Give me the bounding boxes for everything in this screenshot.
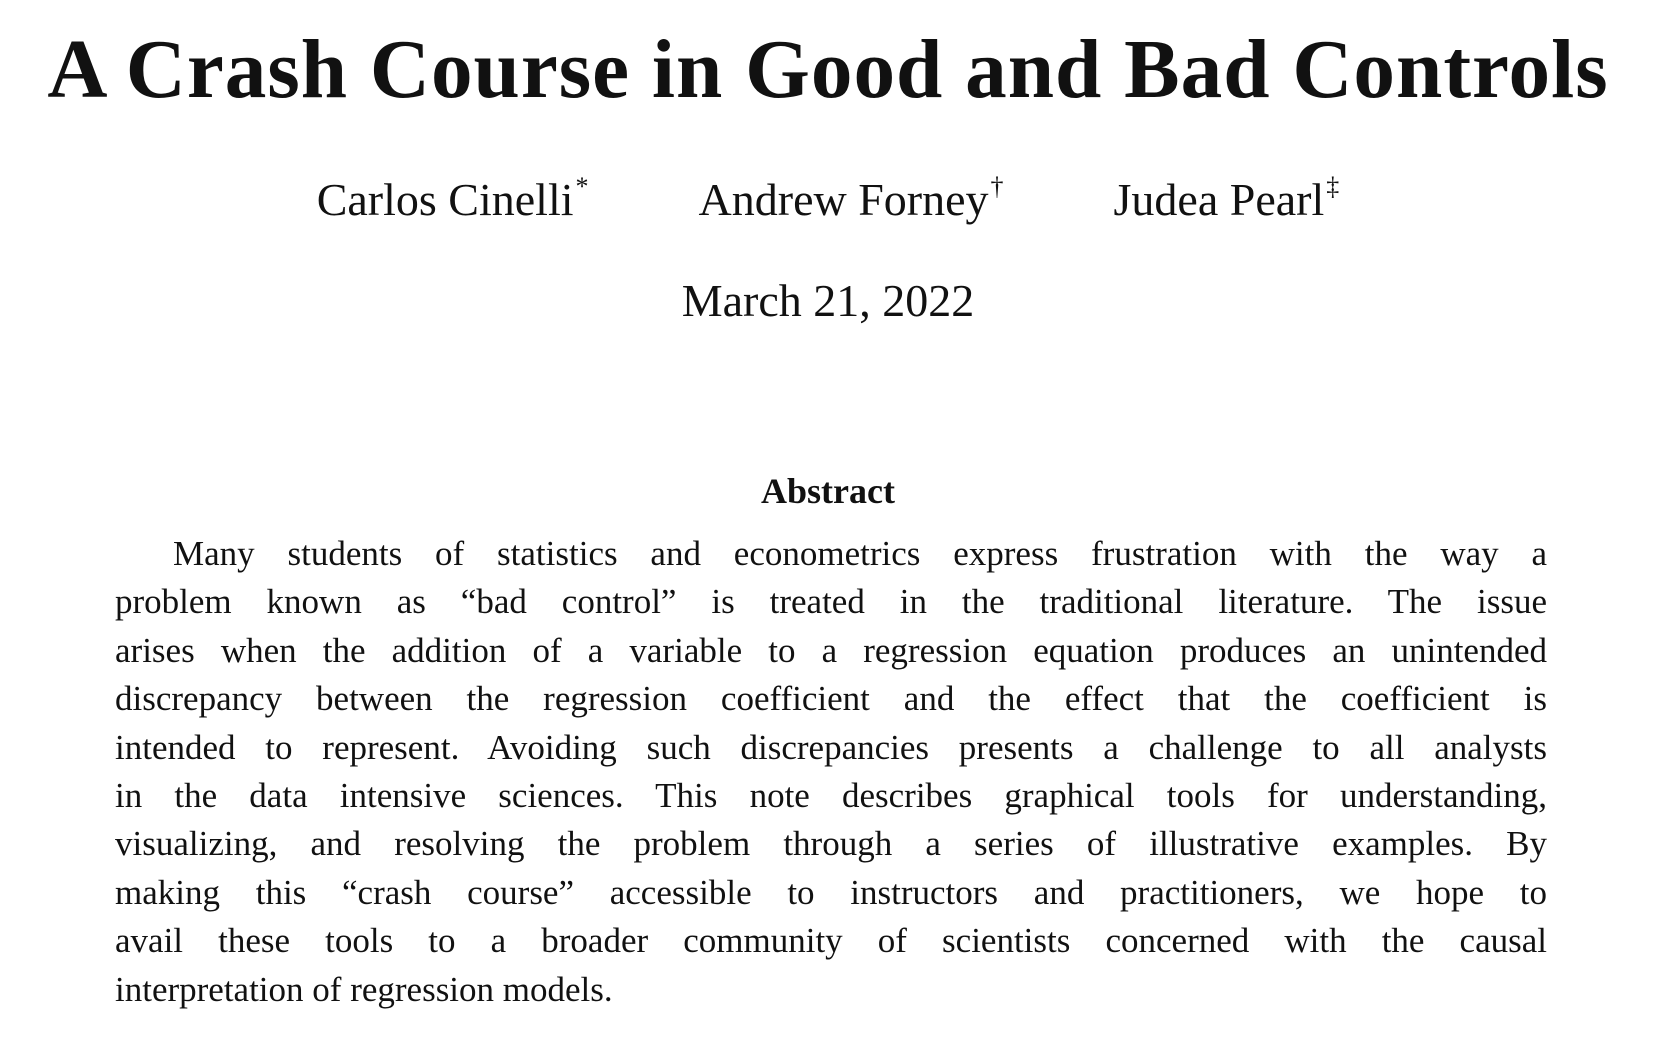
abstract-line: discrepancy between the regression coeff… bbox=[115, 679, 1547, 719]
abstract-line: making this “crash course” accessible to… bbox=[115, 872, 1547, 912]
abstract-line: Many students of statistics and economet… bbox=[173, 534, 1547, 573]
author-footnote-mark: * bbox=[575, 172, 589, 201]
abstract-line: interpretation of regression models. bbox=[115, 969, 613, 1009]
author-name: Judea Pearl bbox=[1113, 174, 1325, 225]
author-footnote-mark: ‡ bbox=[1326, 172, 1340, 201]
author: Carlos Cinelli* bbox=[317, 172, 589, 226]
author: Andrew Forney† bbox=[699, 172, 1004, 226]
author-name: Carlos Cinelli bbox=[316, 174, 574, 225]
author-footnote-mark: † bbox=[990, 172, 1004, 201]
abstract-line: problem known as “bad control” is treate… bbox=[115, 582, 1547, 622]
paper-title: A Crash Course in Good and Bad Controls bbox=[47, 24, 1609, 116]
abstract-line: arises when the addition of a variable t… bbox=[115, 630, 1547, 670]
abstract-line: intended to represent. Avoiding such dis… bbox=[115, 727, 1547, 767]
abstract-line: in the data intensive sciences. This not… bbox=[115, 775, 1547, 815]
abstract-body: Many students of statistics and economet… bbox=[115, 530, 1547, 1014]
author-name: Andrew Forney bbox=[698, 174, 989, 225]
author: Judea Pearl‡ bbox=[1114, 172, 1340, 226]
abstract-line: visualizing, and resolving the problem t… bbox=[115, 824, 1547, 864]
author-list: Carlos Cinelli* Andrew Forney† Judea Pearl… bbox=[0, 172, 1656, 226]
abstract-heading: Abstract bbox=[761, 471, 895, 511]
paper-date: March 21, 2022 bbox=[681, 275, 975, 326]
abstract-line: avail these tools to a broader community… bbox=[115, 921, 1547, 961]
